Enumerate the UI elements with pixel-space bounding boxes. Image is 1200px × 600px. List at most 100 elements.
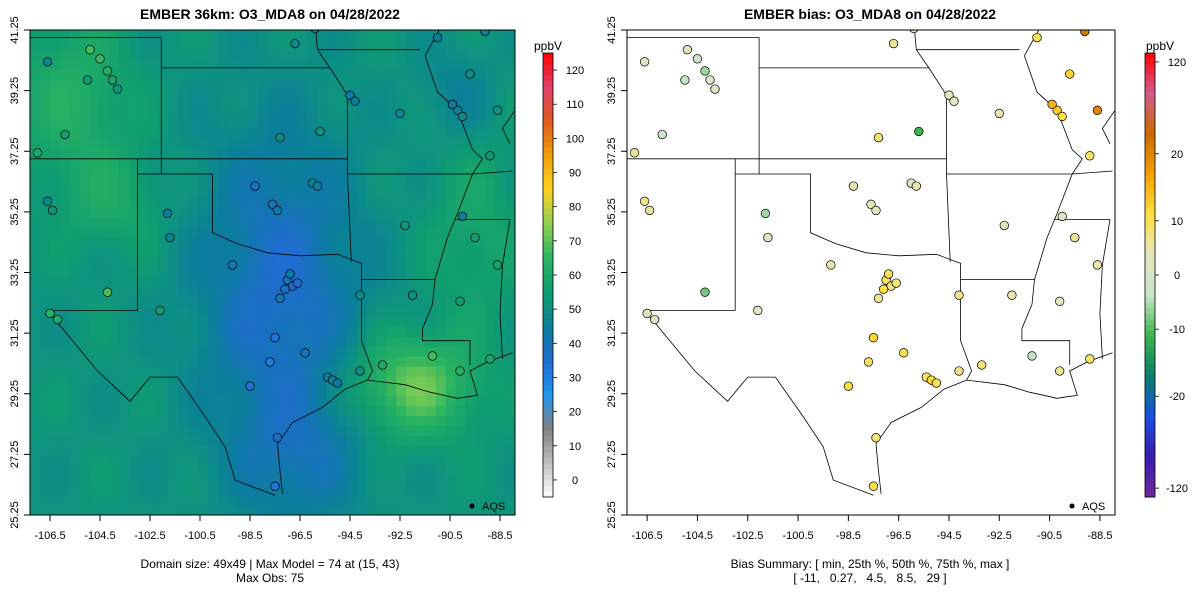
right-colorbar-swatch	[1145, 452, 1155, 459]
bias-point	[873, 132, 884, 143]
model-grid-cell	[247, 386, 259, 397]
model-grid-cell	[49, 89, 61, 100]
model-grid-cell	[89, 435, 100, 447]
model-grid-cell	[317, 168, 328, 180]
left-colorbar-swatch	[543, 324, 553, 331]
model-grid-cell	[109, 237, 120, 249]
right-colorbar-swatch	[1145, 108, 1155, 115]
model-grid-cell	[49, 326, 61, 338]
model-grid-cell	[99, 148, 110, 160]
model-grid-cell	[297, 128, 308, 140]
model-grid-cell	[39, 227, 51, 239]
model-grid-cell	[267, 109, 279, 120]
model-grid-cell	[435, 406, 447, 417]
model-grid-cell	[148, 406, 160, 417]
model-grid-cell	[435, 435, 447, 447]
model-grid-cell	[158, 297, 170, 308]
observation-point	[345, 90, 355, 100]
model-grid-cell	[495, 356, 506, 368]
model-grid-cell	[79, 336, 90, 348]
model-grid-cell	[465, 59, 477, 71]
model-grid-cell	[297, 257, 308, 269]
model-grid-cell	[39, 495, 51, 506]
model-grid-cell	[505, 188, 515, 199]
observation-point	[112, 84, 123, 94]
model-grid-cell	[79, 257, 90, 269]
left-colorbar-tick-label: 0	[572, 475, 578, 487]
model-grid-cell	[435, 49, 447, 61]
model-grid-cell	[277, 505, 288, 515]
model-grid-cell	[455, 287, 467, 298]
model-grid-cell	[198, 455, 209, 467]
model-grid-cell	[425, 158, 437, 170]
model-grid-cell	[485, 455, 496, 467]
model-grid-cell	[505, 79, 515, 90]
right-panel: EMBER bias: O3_MDA8 on 04/28/2022 -106.5…	[606, 6, 1188, 585]
model-grid-cell	[435, 89, 447, 100]
model-grid-cell	[30, 445, 41, 457]
model-grid-cell	[69, 99, 81, 110]
model-grid-cell	[435, 505, 447, 515]
model-grid-cell	[307, 227, 318, 239]
model-grid-cell	[277, 257, 288, 269]
state-boundaries-right	[627, 30, 1115, 496]
model-grid-cell	[366, 475, 378, 486]
model-grid-cell	[416, 287, 427, 298]
left-colorbar-swatch	[543, 213, 553, 220]
model-grid-cell	[247, 227, 259, 239]
state-boundaries-left	[30, 30, 515, 496]
model-grid-cell	[425, 237, 437, 249]
model-grid-cell	[465, 158, 477, 170]
model-grid-cell	[148, 425, 160, 437]
model-grid-cell	[49, 138, 61, 150]
model-grid-cell	[475, 119, 486, 130]
model-grid-cell	[307, 307, 318, 318]
model-grid-cell	[39, 148, 51, 160]
model-grid-cell	[425, 435, 437, 447]
model-grid-cell	[416, 218, 427, 229]
model-grid-cell	[455, 79, 467, 90]
model-grid-cell	[485, 59, 496, 71]
model-grid-cell	[138, 247, 150, 259]
model-grid-cell	[416, 128, 427, 140]
model-grid-cell	[237, 297, 249, 308]
model-grid-cell	[465, 99, 477, 110]
model-grid-cell	[366, 495, 378, 506]
model-grid-cell	[307, 247, 318, 259]
model-grid-cell	[297, 99, 308, 110]
model-ozone-grid	[30, 30, 515, 515]
model-grid-cell	[505, 247, 515, 259]
observation-point	[485, 151, 495, 161]
model-grid-cell	[79, 317, 90, 328]
observation-point	[452, 105, 463, 115]
model-grid-cell	[267, 39, 279, 51]
state-boundary-line	[347, 173, 474, 280]
model-grid-cell	[356, 138, 368, 150]
model-grid-cell	[475, 59, 486, 71]
left-colorbar-swatch	[543, 447, 553, 454]
model-grid-cell	[356, 376, 368, 387]
model-grid-cell	[208, 247, 219, 259]
model-grid-cell	[59, 376, 71, 387]
model-grid-cell	[445, 386, 457, 397]
model-grid-cell	[435, 227, 447, 239]
model-grid-cell	[396, 336, 407, 348]
model-grid-cell	[376, 178, 387, 189]
model-grid-cell	[386, 326, 397, 338]
model-grid-cell	[69, 425, 81, 437]
model-grid-cell	[79, 247, 90, 259]
x-tick-label: -106.5	[632, 530, 663, 542]
model-grid-cell	[425, 257, 437, 269]
model-grid-cell	[435, 425, 447, 437]
model-grid-cell	[495, 119, 506, 130]
observation-point	[47, 205, 58, 216]
model-grid-cell	[247, 49, 259, 61]
model-grid-cell	[465, 287, 477, 298]
model-grid-cell	[297, 455, 308, 467]
left-colorbar-swatch	[543, 363, 553, 370]
model-grid-cell	[237, 277, 249, 288]
left-colorbar-swatch	[543, 341, 553, 348]
model-grid-cell	[178, 247, 189, 259]
model-grid-cell	[376, 247, 387, 259]
model-grid-cell	[49, 485, 61, 496]
